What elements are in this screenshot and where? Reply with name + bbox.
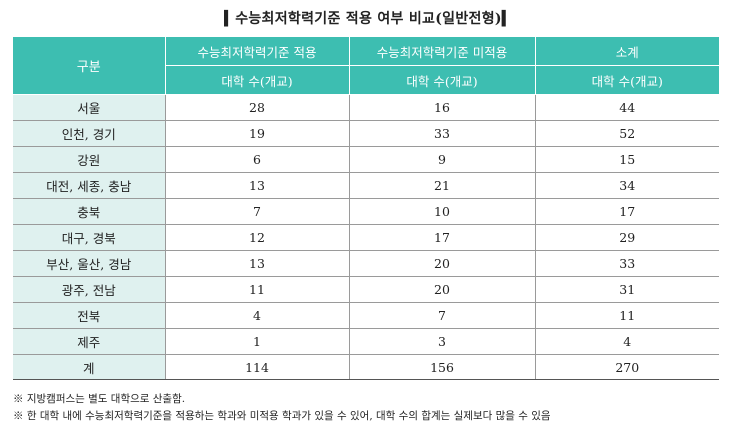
comparison-table: 구분 수능최저학력기준 적용 수능최저학력기준 미적용 소계 대학 수(개교) … <box>13 37 719 380</box>
not-applied-cell: 3 <box>349 328 536 355</box>
table-row: 대구, 경북 12 17 29 <box>13 224 719 251</box>
subtotal-cell: 15 <box>535 146 719 173</box>
region-cell: 부산, 울산, 경남 <box>13 250 166 277</box>
not-applied-cell: 20 <box>349 276 536 303</box>
applied-cell: 1 <box>165 328 350 355</box>
region-cell: 대전, 세종, 충남 <box>13 172 166 199</box>
region-cell: 광주, 전남 <box>13 276 166 303</box>
subtotal-cell: 4 <box>535 328 719 355</box>
applied-cell: 28 <box>165 94 350 121</box>
subheader-not-applied: 대학 수(개교) <box>349 65 536 95</box>
region-cell: 인천, 경기 <box>13 120 166 147</box>
applied-cell: 19 <box>165 120 350 147</box>
table-title: ▍수능최저학력기준 적용 여부 비교(일반전형)▍ <box>224 11 513 27</box>
applied-cell: 7 <box>165 198 350 225</box>
table-row: 강원 6 9 15 <box>13 146 719 173</box>
table-row: 인천, 경기 19 33 52 <box>13 120 719 147</box>
applied-cell: 6 <box>165 146 350 173</box>
total-label: 계 <box>13 354 166 380</box>
header-applied: 수능최저학력기준 적용 <box>165 37 350 66</box>
not-applied-cell: 21 <box>349 172 536 199</box>
not-applied-cell: 16 <box>349 94 536 121</box>
region-cell: 충북 <box>13 198 166 225</box>
applied-cell: 13 <box>165 172 350 199</box>
not-applied-cell: 10 <box>349 198 536 225</box>
region-cell: 서울 <box>13 94 166 121</box>
subtotal-cell: 29 <box>535 224 719 251</box>
region-cell: 제주 <box>13 328 166 355</box>
footnotes: ※ 지방캠퍼스는 별도 대학으로 산출함. ※ 한 대학 내에 수능최저학력기준… <box>13 391 733 425</box>
table-row: 서울 28 16 44 <box>13 94 719 121</box>
table-row: 광주, 전남 11 20 31 <box>13 276 719 303</box>
region-cell: 대구, 경북 <box>13 224 166 251</box>
subheader-subtotal: 대학 수(개교) <box>535 65 719 95</box>
not-applied-cell: 33 <box>349 120 536 147</box>
subtotal-cell: 44 <box>535 94 719 121</box>
applied-cell: 12 <box>165 224 350 251</box>
table-row: 충북 7 10 17 <box>13 198 719 225</box>
subtotal-cell: 31 <box>535 276 719 303</box>
subheader-applied: 대학 수(개교) <box>165 65 350 95</box>
applied-cell: 11 <box>165 276 350 303</box>
applied-cell: 4 <box>165 302 350 329</box>
subtotal-cell: 34 <box>535 172 719 199</box>
region-cell: 강원 <box>13 146 166 173</box>
subtotal-cell: 17 <box>535 198 719 225</box>
footnote: ※ 한 대학 내에 수능최저학력기준을 적용하는 학과와 미적용 학과가 있을 … <box>13 410 551 422</box>
region-cell: 전북 <box>13 302 166 329</box>
not-applied-cell: 17 <box>349 224 536 251</box>
table-row: 부산, 울산, 경남 13 20 33 <box>13 250 719 277</box>
subtotal-cell: 11 <box>535 302 719 329</box>
total-subtotal: 270 <box>535 354 719 380</box>
subtotal-cell: 52 <box>535 120 719 147</box>
not-applied-cell: 7 <box>349 302 536 329</box>
header-subtotal: 소계 <box>535 37 719 66</box>
applied-cell: 13 <box>165 250 350 277</box>
table-row: 전북 4 7 11 <box>13 302 719 329</box>
header-category: 구분 <box>13 37 166 95</box>
table-row: 대전, 세종, 충남 13 21 34 <box>13 172 719 199</box>
footnote: ※ 지방캠퍼스는 별도 대학으로 산출함. <box>13 393 186 405</box>
total-applied: 114 <box>165 354 350 380</box>
table-row-total: 계 114 156 270 <box>13 354 719 380</box>
not-applied-cell: 20 <box>349 250 536 277</box>
table-row: 제주 1 3 4 <box>13 328 719 355</box>
not-applied-cell: 9 <box>349 146 536 173</box>
header-not-applied: 수능최저학력기준 미적용 <box>349 37 536 66</box>
total-not-applied: 156 <box>349 354 536 380</box>
subtotal-cell: 33 <box>535 250 719 277</box>
